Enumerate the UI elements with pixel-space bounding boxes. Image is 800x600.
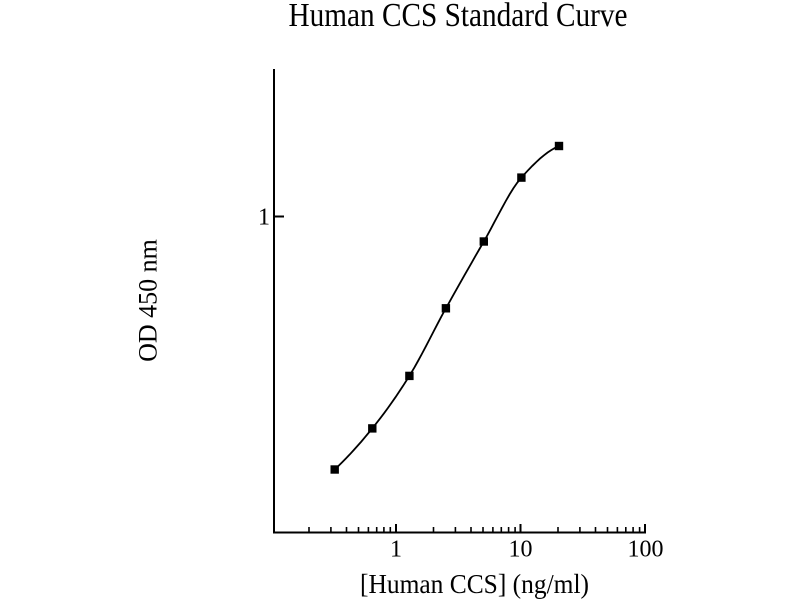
svg-text:1: 1 — [258, 205, 270, 231]
svg-text:10: 10 — [509, 537, 533, 563]
svg-text:1: 1 — [390, 537, 402, 563]
svg-text:Human CCS Standard Curve: Human CCS Standard Curve — [289, 0, 628, 34]
svg-text:[Human CCS] (ng/ml): [Human CCS] (ng/ml) — [360, 569, 589, 599]
svg-text:100: 100 — [628, 537, 664, 563]
svg-text:OD 450 nm: OD 450 nm — [134, 239, 163, 362]
